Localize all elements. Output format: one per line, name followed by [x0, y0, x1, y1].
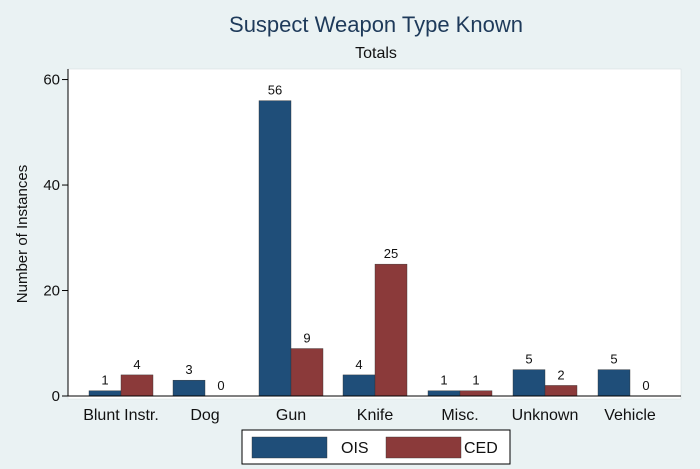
x-tick-label: Vehicle	[604, 407, 656, 424]
x-tick-label: Blunt Instr.	[83, 407, 159, 424]
bar-value-label: 5	[525, 352, 532, 367]
bar-ois	[258, 100, 292, 397]
bar-value-label: 25	[384, 246, 398, 261]
bar-ced	[290, 348, 324, 397]
bar-value-label: 0	[642, 378, 649, 393]
bar-ois	[427, 390, 461, 397]
y-tick-label: 40	[43, 177, 60, 194]
bar-ced	[459, 390, 493, 397]
bar-value-label: 56	[268, 83, 282, 98]
plot-area	[67, 68, 682, 400]
y-tick-label: 20	[43, 283, 60, 300]
y-axis-label: Number of Instances	[14, 165, 31, 303]
bar-ced	[120, 374, 154, 397]
x-tick-label: Dog	[190, 407, 219, 424]
legend-label-ois: OIS	[341, 440, 369, 457]
bar-value-label: 1	[101, 373, 108, 388]
bar-ois	[342, 374, 376, 397]
bar-value-label: 3	[185, 362, 192, 377]
bar-value-label: 0	[217, 378, 224, 393]
legend-swatch-ced	[385, 436, 462, 459]
legend-label-ced: CED	[464, 440, 498, 457]
y-tick-label: 60	[43, 72, 60, 89]
x-tick-label: Gun	[276, 407, 306, 424]
legend: OIS CED	[241, 429, 511, 465]
y-tick-label: 0	[52, 388, 60, 405]
bar-ois	[597, 369, 631, 397]
bar-value-label: 4	[355, 357, 362, 372]
bar-ois	[172, 379, 206, 397]
bar-value-label: 2	[557, 367, 564, 382]
bar-ois	[88, 390, 122, 397]
chart-title: Suspect Weapon Type Known	[229, 12, 523, 37]
x-tick-label: Misc.	[441, 407, 478, 424]
chart-subtitle: Totals	[355, 45, 397, 62]
bar-value-label: 5	[610, 352, 617, 367]
bar-ois	[512, 369, 546, 397]
bar-value-label: 1	[472, 373, 479, 388]
x-tick-label: Knife	[357, 407, 394, 424]
bar-value-label: 1	[440, 373, 447, 388]
bar-ced	[544, 385, 578, 397]
bar-value-label: 9	[303, 331, 310, 346]
x-tick-label: Unknown	[512, 407, 579, 424]
legend-swatch-ois	[251, 436, 328, 459]
bar-value-label: 4	[133, 357, 140, 372]
bar-ced	[374, 263, 408, 397]
